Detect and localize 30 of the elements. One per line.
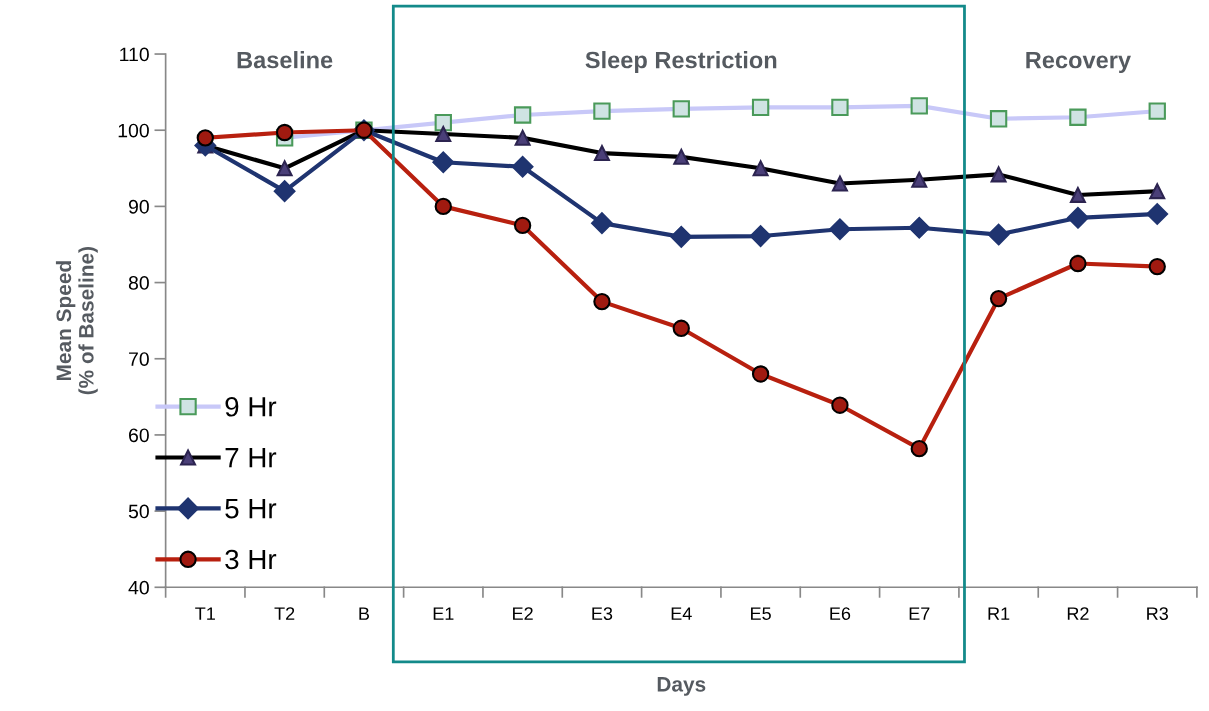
annotation: Recovery [1026, 51, 1131, 74]
y-tick-label: 110 [120, 47, 149, 62]
x-tick-label: E1 [433, 607, 454, 620]
x-tick-label: T2 [274, 607, 295, 620]
x-tick-label: R1 [988, 607, 1010, 620]
y-tick-label: 40 [128, 580, 149, 595]
x-tick-label: R3 [1147, 607, 1168, 620]
legend-label: 3 Hr [225, 549, 277, 570]
y-tick-label: 70 [129, 352, 149, 366]
annotation: Sleep Restriction [585, 51, 777, 74]
x-axis-title: Days [657, 677, 706, 696]
x-tick-label: E4 [671, 607, 692, 620]
y-tick-label: 90 [128, 199, 149, 214]
y-tick-label: 100 [118, 123, 149, 138]
x-tick-label: E6 [830, 607, 851, 620]
annotation: Baseline [237, 51, 333, 69]
x-tick-label: E5 [751, 607, 771, 620]
y-axis-title: Mean Speed (% of Baseline) [55, 247, 98, 395]
y-tick-label: 50 [128, 504, 149, 519]
y-tick-label: 60 [129, 428, 149, 443]
legend-label: 9 Hr [225, 396, 277, 417]
x-tick-label: E3 [592, 607, 613, 620]
y-tick-label: 80 [128, 276, 149, 290]
x-tick-label: E2 [513, 607, 533, 620]
legend-label: 5 Hr [225, 499, 277, 519]
x-tick-label: B [359, 607, 370, 620]
legend-label: 7 Hr [225, 448, 277, 468]
x-tick-label: R2 [1067, 607, 1089, 620]
x-tick-label: T1 [195, 607, 215, 620]
x-tick-label: E7 [909, 607, 930, 620]
